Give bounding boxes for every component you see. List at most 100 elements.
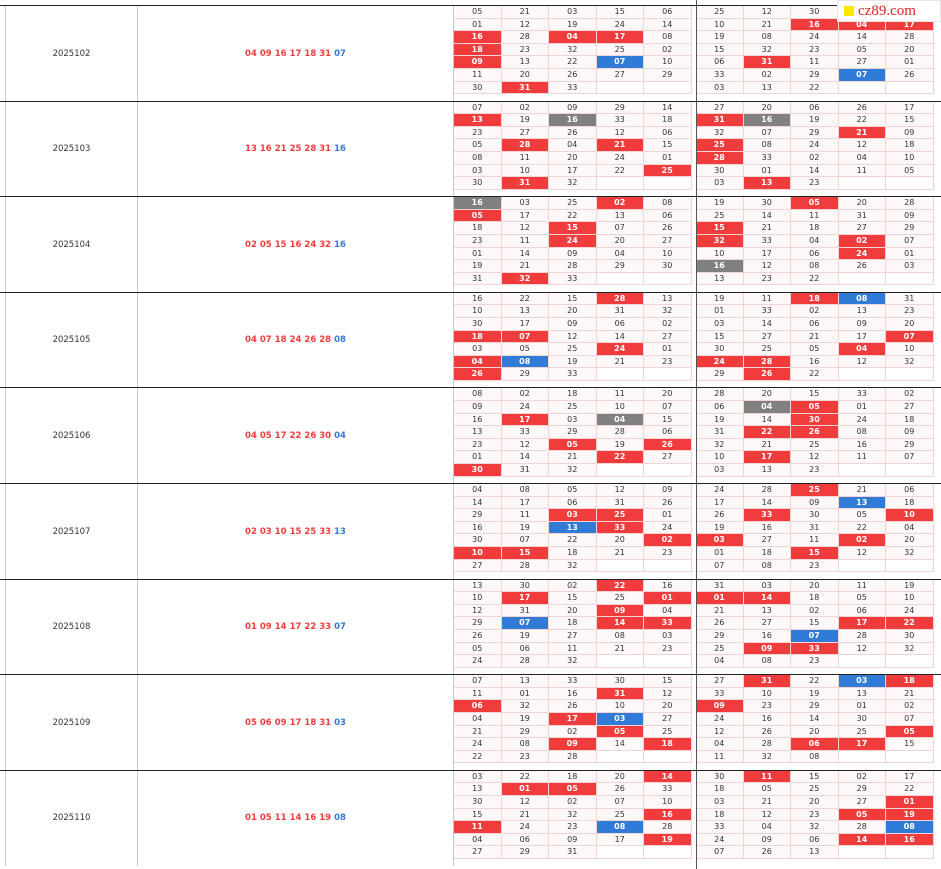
- grid-cell: 27: [838, 56, 886, 69]
- grid-cell: 27: [644, 712, 692, 726]
- grid-cell: 02: [549, 579, 597, 593]
- grid-cell: 04: [454, 833, 502, 847]
- grid-cell: 22: [549, 56, 597, 69]
- grid-cell: 01: [454, 247, 502, 261]
- grid-cell: 12: [549, 330, 597, 344]
- grid-cell: 19: [696, 197, 744, 210]
- grid-cell: 31: [596, 687, 644, 701]
- grid-cell: 12: [743, 6, 791, 19]
- grid-cell: 13: [743, 81, 791, 95]
- grid-cell: 03: [454, 770, 502, 784]
- grid-cell: 05: [886, 164, 934, 178]
- grid-cell: [596, 177, 644, 190]
- number-grid: 16 22 15 28 13 19 11 18 08 31 10 13 20 31 32 01 33 02 13 23…: [454, 292, 939, 388]
- grid-cell: [644, 177, 692, 190]
- grid-cell: 26: [644, 438, 692, 452]
- grid-cell: 03: [549, 413, 597, 427]
- grid-cell: 22: [886, 783, 934, 796]
- grid-cell: 05: [886, 725, 934, 739]
- grid-cell: 13: [743, 604, 791, 618]
- issue-row: 2025110 01 05 11 14 16 19 08 03 22 18 20 14 30 11 15 02 1…: [0, 769, 941, 866]
- grid-cell: 18: [549, 770, 597, 784]
- grid-cell: 14: [596, 738, 644, 751]
- grid-cell: 08: [644, 31, 692, 44]
- grid-cell: 16: [454, 521, 502, 535]
- grid-cell: 28: [696, 151, 744, 165]
- grid-cell: 07: [791, 629, 839, 643]
- grid-cell: 21: [743, 18, 791, 32]
- grid-cell: [644, 655, 692, 668]
- grid-cell: 14: [838, 833, 886, 847]
- grid-cell: 18: [886, 413, 934, 427]
- grid-cell: 14: [743, 592, 791, 605]
- grid-cell: 02: [838, 534, 886, 547]
- grid-cell: 14: [743, 496, 791, 510]
- grid-cell: 05: [838, 808, 886, 822]
- grid-cell: 01: [886, 247, 934, 261]
- grid-cell: 01: [644, 343, 692, 356]
- grid-cell: 24: [596, 18, 644, 32]
- grid-cell: 02: [644, 43, 692, 57]
- grid-cell: 33: [549, 272, 597, 286]
- grid-cell: 08: [501, 484, 549, 497]
- grid-cell: 10: [743, 687, 791, 701]
- grid-cell: 22: [549, 209, 597, 223]
- grid-cell: 24: [696, 355, 744, 369]
- grid-cell: 32: [549, 43, 597, 57]
- grid-cell: 26: [454, 629, 502, 643]
- grid-cell: 19: [501, 629, 549, 643]
- issue-row: 2025103 13 16 21 25 28 31 16 07 02 09 29 14 27 20 06 26 1…: [0, 100, 941, 197]
- grid-cell: 03: [696, 463, 744, 477]
- grid-cell: 17: [838, 617, 886, 630]
- grid-cell: 04: [454, 484, 502, 497]
- grid-cell: 17: [743, 247, 791, 261]
- red-ball-number: 24: [289, 335, 302, 346]
- grid-cell: 10: [886, 151, 934, 165]
- winning-numbers: 13 16 21 25 28 31 16: [138, 101, 454, 197]
- grid-cell: 24: [791, 139, 839, 152]
- winning-numbers: 04 09 16 17 18 31 07: [138, 6, 454, 101]
- number-grid: 16 03 25 02 08 19 30 05 20 28 05 17 22 13 06 25 14 11 31 09…: [454, 197, 939, 292]
- grid-cell: 24: [696, 712, 744, 726]
- grid-cell: 02: [501, 101, 549, 115]
- grid-cell: 26: [644, 222, 692, 235]
- grid-cell: 19: [791, 114, 839, 127]
- grid-cell: 25: [596, 43, 644, 57]
- grid-cell: 27: [454, 846, 502, 859]
- grid-cell: 33: [696, 69, 744, 82]
- grid-cell: 13: [838, 496, 886, 510]
- grid-cell: 21: [886, 687, 934, 701]
- grid-cell: 18: [743, 547, 791, 560]
- grid-cell: 16: [644, 579, 692, 593]
- grid-cell: 14: [596, 617, 644, 630]
- grid-cell: 02: [501, 388, 549, 401]
- grid-cell: [596, 750, 644, 764]
- grid-cell: 28: [838, 629, 886, 643]
- grid-cell: 14: [791, 164, 839, 178]
- grid-cell: 11: [454, 687, 502, 701]
- grid-cell: 12: [596, 126, 644, 140]
- grid-cell: 30: [886, 629, 934, 643]
- red-ball-number: 18: [304, 48, 317, 59]
- grid-cell: 30: [696, 164, 744, 178]
- grid-cell: 16: [743, 114, 791, 127]
- grid-cell: 28: [644, 821, 692, 834]
- grid-cell: 14: [743, 209, 791, 223]
- grid-cell: 22: [596, 579, 644, 593]
- grid-cell: 17: [886, 101, 934, 115]
- grid-cell: 01: [696, 547, 744, 560]
- grid-cell: [644, 846, 692, 859]
- grid-cell: 07: [886, 330, 934, 344]
- grid-cell: 13: [454, 783, 502, 796]
- grid-cell: 11: [501, 151, 549, 165]
- blue-ball-number: 03: [334, 717, 346, 728]
- grid-cell: 29: [696, 368, 744, 381]
- grid-cell: 19: [549, 355, 597, 369]
- red-ball-number: 18: [274, 335, 287, 346]
- red-ball-number: 17: [289, 622, 302, 633]
- grid-cell: 28: [743, 355, 791, 369]
- grid-cell: 10: [454, 305, 502, 318]
- grid-cell: 12: [501, 795, 549, 809]
- grid-cell: 19: [549, 18, 597, 32]
- site-logo[interactable]: cz89.com: [837, 0, 941, 22]
